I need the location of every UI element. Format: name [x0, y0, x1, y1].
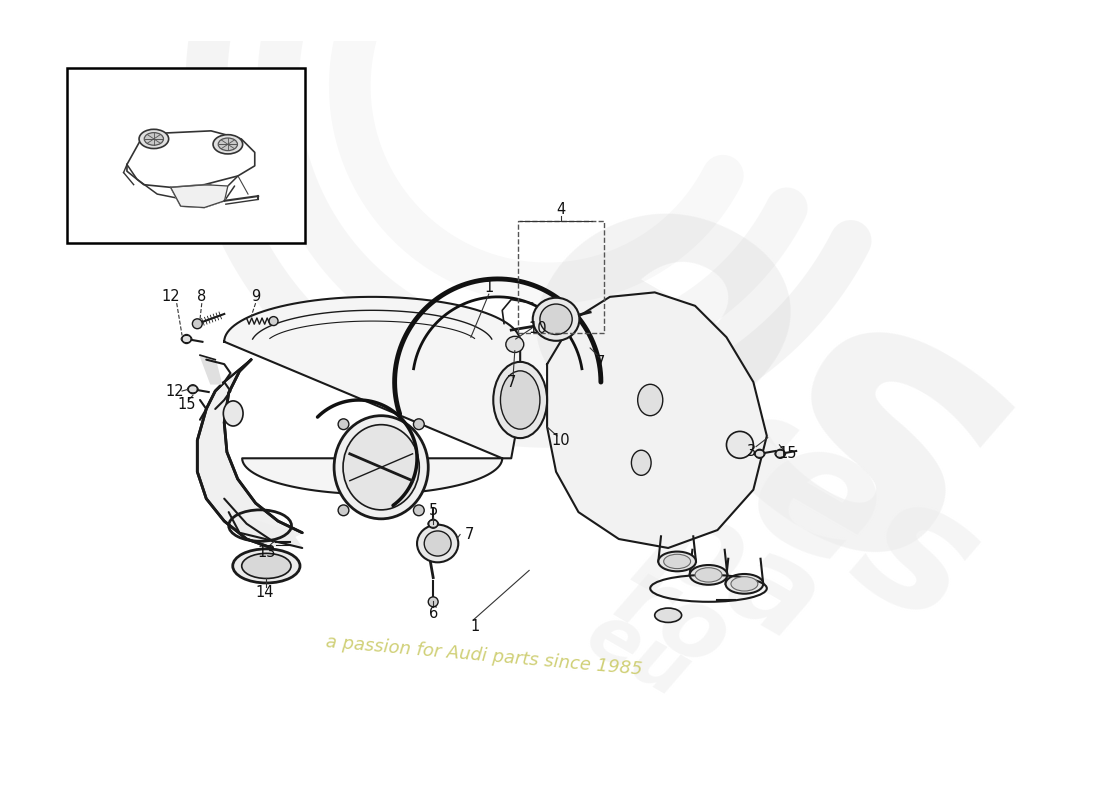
- Ellipse shape: [726, 574, 763, 594]
- Ellipse shape: [695, 568, 722, 582]
- Ellipse shape: [500, 371, 540, 429]
- Text: 4: 4: [556, 202, 565, 218]
- Text: 7: 7: [596, 355, 606, 370]
- Text: 6: 6: [429, 606, 438, 621]
- Ellipse shape: [663, 554, 691, 569]
- Circle shape: [428, 597, 438, 606]
- Text: res: res: [644, 352, 1008, 663]
- Text: 7: 7: [506, 374, 516, 390]
- Ellipse shape: [417, 525, 459, 562]
- Ellipse shape: [730, 577, 758, 591]
- Ellipse shape: [144, 133, 164, 146]
- Ellipse shape: [506, 336, 524, 353]
- Ellipse shape: [532, 298, 580, 341]
- Ellipse shape: [334, 416, 428, 519]
- Text: 3: 3: [747, 444, 756, 458]
- Ellipse shape: [493, 362, 547, 438]
- Circle shape: [756, 450, 764, 458]
- Text: es: es: [453, 95, 1071, 669]
- Text: 12: 12: [166, 383, 184, 398]
- Circle shape: [183, 334, 191, 343]
- Text: 9: 9: [251, 290, 261, 304]
- Polygon shape: [200, 355, 221, 384]
- Text: 1: 1: [471, 618, 480, 634]
- Circle shape: [726, 431, 754, 458]
- Circle shape: [270, 317, 278, 326]
- Ellipse shape: [343, 425, 419, 510]
- Text: ro: ro: [600, 550, 746, 689]
- Ellipse shape: [631, 450, 651, 475]
- Ellipse shape: [425, 531, 451, 556]
- Ellipse shape: [139, 130, 168, 149]
- Text: 13: 13: [257, 545, 276, 560]
- Polygon shape: [170, 185, 228, 207]
- Text: 1: 1: [484, 280, 494, 295]
- Ellipse shape: [242, 554, 292, 578]
- Ellipse shape: [654, 608, 682, 622]
- Text: 5: 5: [429, 503, 438, 518]
- Circle shape: [338, 505, 349, 516]
- Text: 15: 15: [177, 397, 196, 412]
- Bar: [518, 221, 604, 333]
- Circle shape: [188, 385, 197, 394]
- Text: 14: 14: [255, 586, 274, 600]
- Ellipse shape: [213, 134, 243, 154]
- Text: 12: 12: [161, 290, 179, 304]
- Ellipse shape: [233, 549, 300, 583]
- Circle shape: [429, 519, 438, 528]
- Polygon shape: [224, 297, 520, 494]
- Circle shape: [776, 450, 784, 458]
- Circle shape: [192, 319, 202, 329]
- Text: 10: 10: [551, 433, 570, 448]
- Ellipse shape: [690, 565, 727, 585]
- Ellipse shape: [638, 384, 663, 416]
- Ellipse shape: [658, 551, 696, 571]
- Circle shape: [414, 505, 425, 516]
- Text: a passion for Audi parts since 1985: a passion for Audi parts since 1985: [326, 633, 644, 678]
- Polygon shape: [229, 512, 302, 548]
- Bar: [67, 68, 305, 243]
- Ellipse shape: [223, 401, 243, 426]
- Text: eu: eu: [572, 597, 701, 714]
- Text: pa: pa: [630, 474, 842, 666]
- Polygon shape: [197, 360, 303, 548]
- Circle shape: [414, 419, 425, 430]
- Text: 8: 8: [197, 290, 207, 304]
- Ellipse shape: [218, 138, 238, 150]
- Text: 10: 10: [529, 321, 548, 336]
- Circle shape: [338, 419, 349, 430]
- Text: 15: 15: [778, 446, 796, 462]
- Ellipse shape: [540, 304, 572, 334]
- Text: 7: 7: [464, 527, 474, 542]
- Polygon shape: [547, 292, 767, 548]
